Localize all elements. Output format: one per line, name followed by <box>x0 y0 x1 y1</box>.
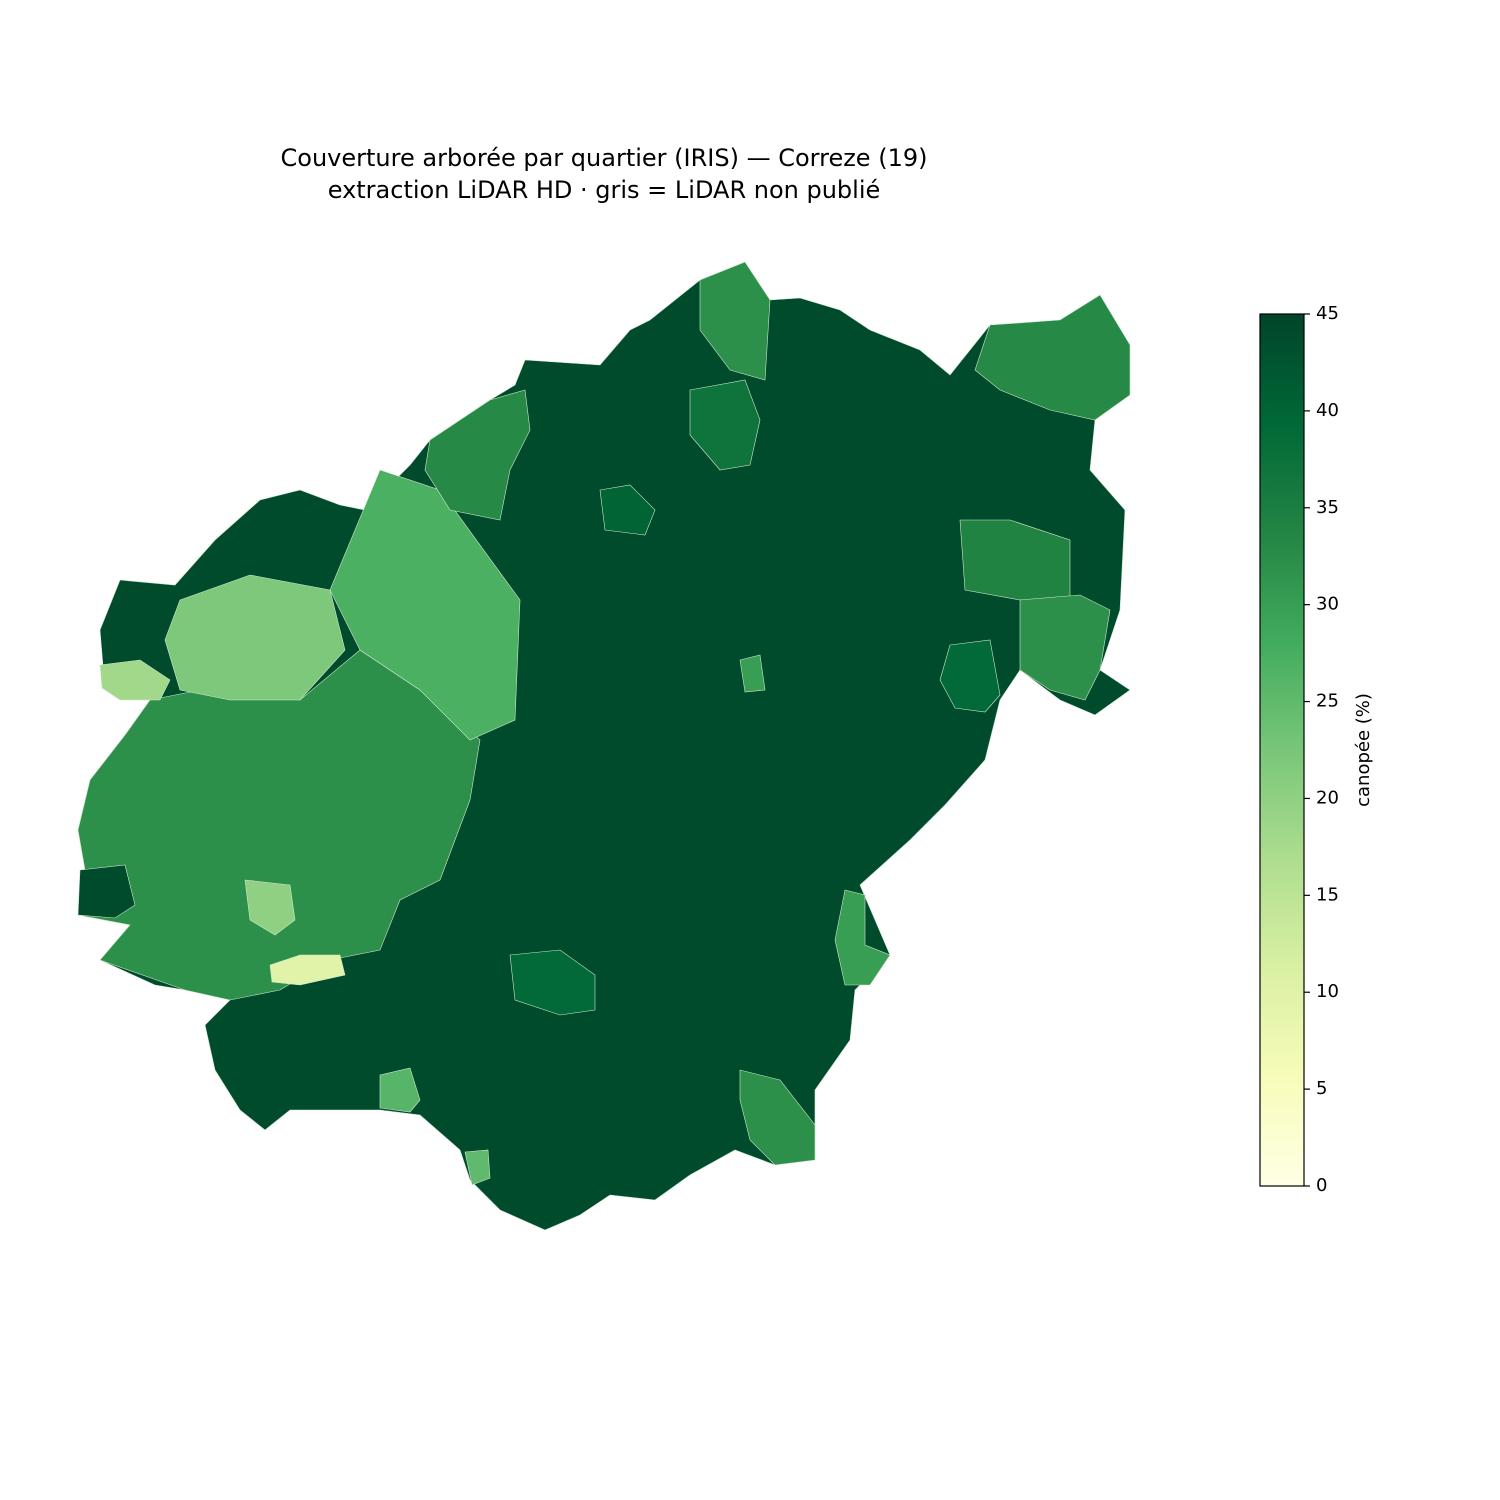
iris-region <box>269 954 346 986</box>
colorbar-tick-label: 15 <box>1316 884 1339 905</box>
iris-region <box>77 261 1131 1231</box>
colorbar-tick-label: 35 <box>1316 497 1339 518</box>
iris-region <box>939 639 1001 713</box>
iris-region <box>464 1149 491 1186</box>
colorbar-tick-label: 30 <box>1316 594 1339 615</box>
iris-region <box>739 1069 816 1166</box>
iris-region <box>834 889 891 986</box>
iris-region <box>329 469 521 741</box>
colorbar-tick-label: 40 <box>1316 400 1339 421</box>
iris-region <box>244 879 296 936</box>
map-subtitle: extraction LiDAR HD · gris = LiDAR non p… <box>328 176 881 204</box>
iris-region <box>599 484 656 536</box>
iris-region <box>1019 594 1111 701</box>
iris-region <box>164 574 346 701</box>
iris-region <box>689 379 761 471</box>
iris-region <box>974 294 1131 421</box>
colorbar-tick-label: 45 <box>1316 303 1339 324</box>
map-title: Couverture arborée par quartier (IRIS) —… <box>281 144 928 172</box>
iris-region <box>739 654 766 693</box>
colorbar <box>1259 313 1305 1187</box>
regions <box>77 261 1131 1231</box>
colorbar-tick-label: 0 <box>1316 1175 1327 1196</box>
iris-region <box>99 659 171 701</box>
iris-region <box>509 949 596 1016</box>
iris-region <box>379 1067 421 1113</box>
colorbar-tick-label: 25 <box>1316 691 1339 712</box>
iris-region <box>77 864 136 919</box>
colorbar-tick-label: 20 <box>1316 787 1339 808</box>
colorbar-label: canopée (%) <box>1353 693 1374 807</box>
iris-region <box>699 261 771 381</box>
iris-region <box>424 389 531 521</box>
colorbar-tick-label: 5 <box>1316 1078 1327 1099</box>
colorbar-tick-label: 10 <box>1316 981 1339 1002</box>
